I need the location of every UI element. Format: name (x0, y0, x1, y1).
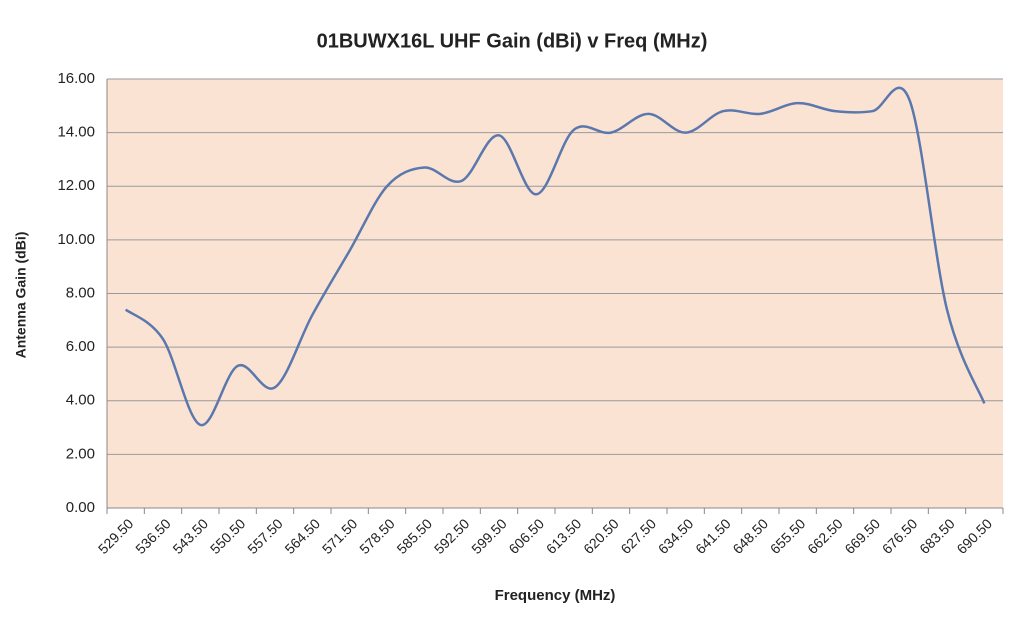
x-tick-label: 606.50 (505, 515, 547, 557)
y-tick-label: 10.00 (57, 231, 95, 248)
x-tick-label: 613.50 (543, 515, 585, 557)
x-tick-label: 564.50 (281, 515, 323, 557)
y-tick-label: 2.00 (66, 445, 95, 462)
x-tick-label: 578.50 (356, 515, 398, 557)
x-axis-title: Frequency (MHz) (495, 587, 616, 604)
x-tick-label: 662.50 (804, 515, 846, 557)
x-tick-label: 655.50 (767, 515, 809, 557)
y-tick-label: 14.00 (57, 124, 95, 141)
x-tick-label: 599.50 (468, 515, 510, 557)
x-tick-label: 557.50 (244, 515, 286, 557)
x-tick-label: 543.50 (169, 515, 211, 557)
x-tick-label: 627.50 (617, 515, 659, 557)
y-tick-label: 4.00 (66, 392, 95, 409)
x-tick-label: 592.50 (431, 515, 473, 557)
y-tick-label: 16.00 (57, 70, 95, 87)
data-line (124, 86, 986, 427)
x-tick-label: 641.50 (692, 515, 734, 557)
x-tick-label: 634.50 (655, 515, 697, 557)
chart-title: 01BUWX16L UHF Gain (dBi) v Freq (MHz) (317, 30, 708, 52)
x-tick-label: 571.50 (319, 515, 361, 557)
y-tick-label: 0.00 (66, 499, 95, 516)
y-tick-label: 12.00 (57, 177, 95, 194)
x-tick-label: 676.50 (879, 515, 921, 557)
x-tick-label: 648.50 (729, 515, 771, 557)
x-tick-label: 683.50 (916, 515, 958, 557)
x-tick-label: 669.50 (841, 515, 883, 557)
y-axis-title: Antenna Gain (dBi) (13, 232, 29, 359)
y-tick-label: 6.00 (66, 338, 95, 355)
x-tick-label: 585.50 (393, 515, 435, 557)
x-tick-label: 550.50 (207, 515, 249, 557)
x-tick-label: 690.50 (953, 515, 995, 557)
y-tick-label: 8.00 (66, 284, 95, 301)
x-tick-label: 620.50 (580, 515, 622, 557)
x-tick-label: 536.50 (132, 515, 174, 557)
x-tick-label: 529.50 (95, 515, 137, 557)
